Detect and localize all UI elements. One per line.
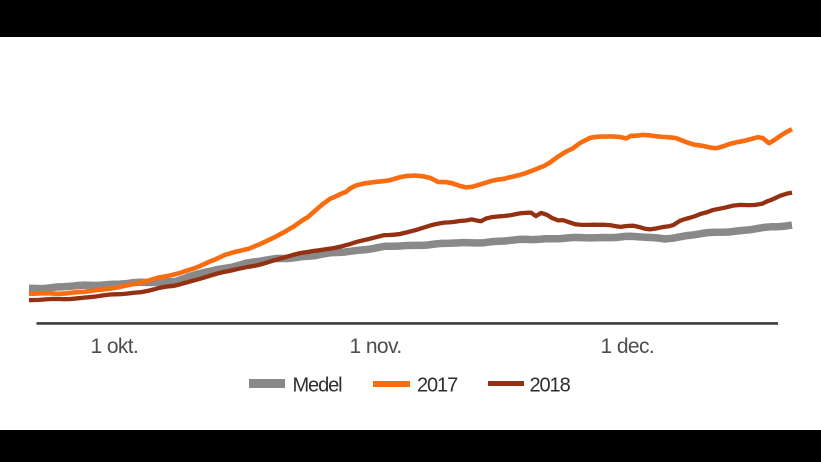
svg-text:2017: 2017 bbox=[417, 374, 458, 396]
svg-text:Medel: Medel bbox=[293, 374, 343, 396]
svg-text:1 okt.: 1 okt. bbox=[91, 335, 139, 358]
svg-text:2018: 2018 bbox=[530, 374, 571, 396]
svg-text:1 dec.: 1 dec. bbox=[601, 335, 655, 358]
svg-text:1 nov.: 1 nov. bbox=[350, 335, 402, 358]
